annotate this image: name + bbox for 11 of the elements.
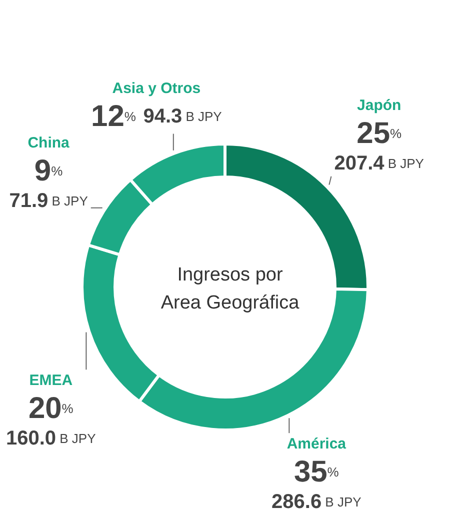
slice-label: Asia y Otros (112, 80, 201, 98)
data-label: 12% 94.3 B JPY (91, 100, 222, 134)
slice-label: Japón (357, 97, 402, 114)
data-label: 25% 207.4 B JPY (334, 117, 424, 175)
data-label: 35% 286.6 B JPY (272, 455, 362, 513)
data-label: 20% 160.0 B JPY (6, 392, 96, 450)
slice-label: América (286, 435, 347, 452)
slice-label: China (28, 134, 70, 152)
data-label: 9% 71.9 B JPY (9, 154, 88, 212)
slice-label: EMEA (29, 372, 73, 389)
text: Ingresos por Area Geográfica (160, 264, 300, 314)
